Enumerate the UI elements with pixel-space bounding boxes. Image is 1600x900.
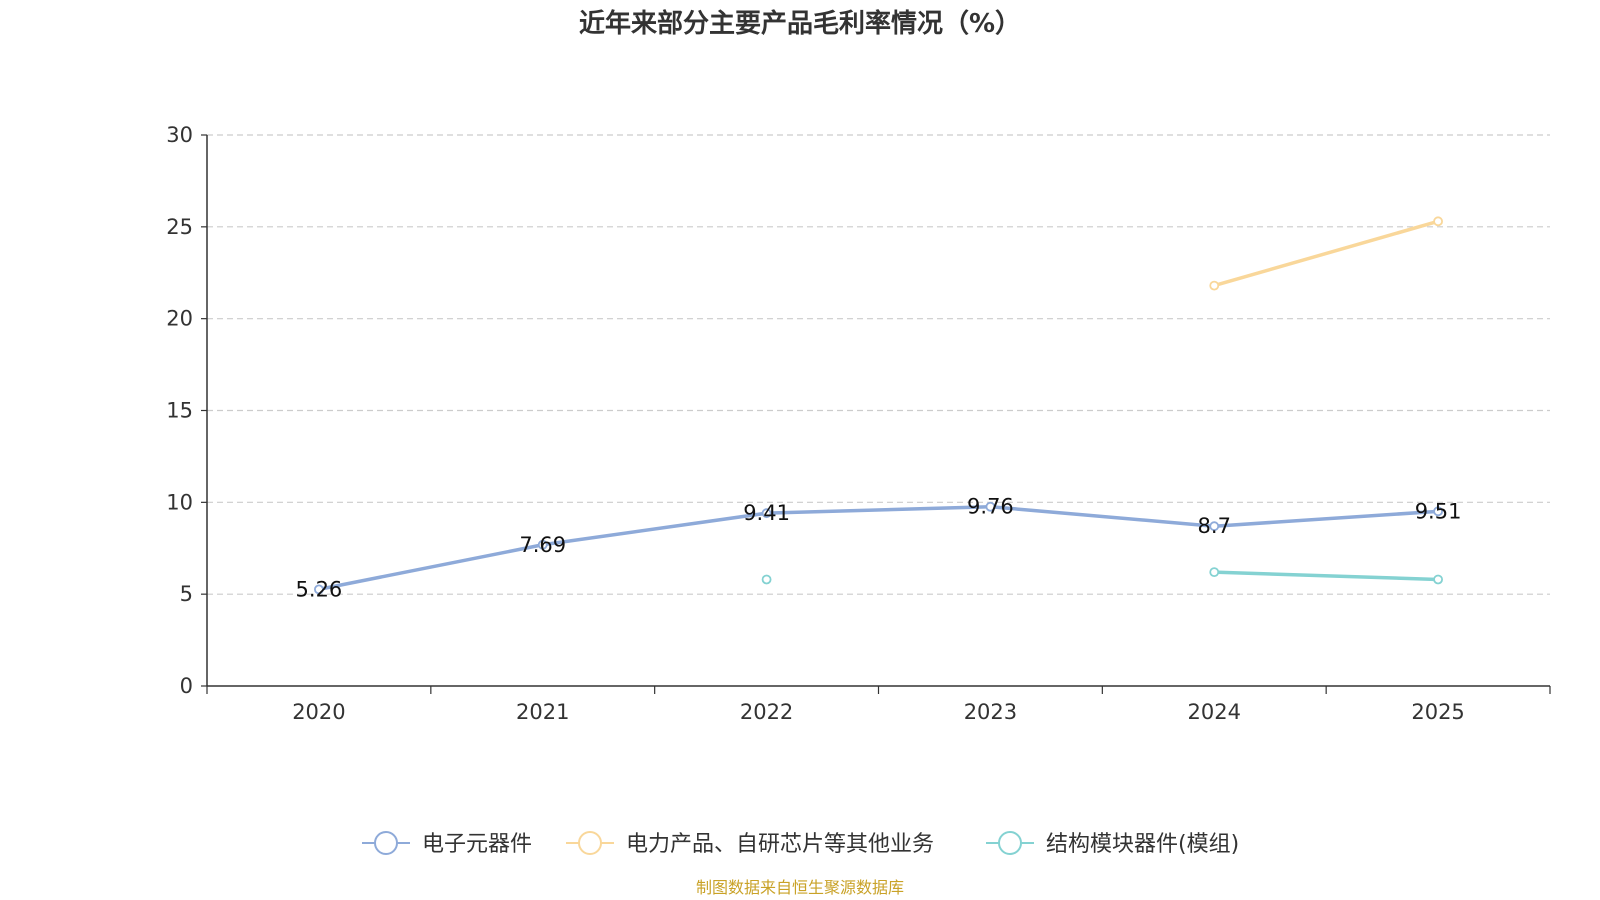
- y-tick-label: 25: [166, 215, 193, 239]
- legend-marker: [578, 831, 602, 855]
- data-label: 9.41: [743, 501, 790, 525]
- legend-label: 结构模块器件(模组): [1046, 832, 1239, 857]
- y-tick-label: 30: [166, 123, 193, 147]
- data-label: 9.76: [967, 495, 1014, 519]
- y-tick-label: 5: [180, 582, 193, 606]
- legend-label: 电子元器件: [422, 832, 532, 857]
- data-point: [1209, 567, 1220, 578]
- grid: [207, 134, 1550, 595]
- y-tick-label: 15: [166, 399, 193, 423]
- x-tick-label: 2021: [516, 700, 569, 724]
- data-label: 5.26: [296, 577, 343, 601]
- legend-marker: [374, 831, 398, 855]
- x-tick-label: 2024: [1188, 700, 1241, 724]
- series-line-1: [1212, 219, 1440, 288]
- data-point: [761, 574, 772, 585]
- data-point: [761, 508, 772, 519]
- x-tick-label: 2023: [964, 700, 1017, 724]
- series-lines: [314, 216, 1443, 595]
- legend-item: 电子元器件: [362, 831, 532, 857]
- data-point: [1433, 506, 1443, 517]
- series-line-0: [317, 504, 1440, 592]
- data-labels: 5.26 7.69 9.41 9.76 8.7 9.51: [296, 495, 1462, 602]
- legend-item: 电力产品、自研芯片等其他业务: [566, 831, 934, 857]
- series-line-2: [1212, 570, 1440, 582]
- data-label: 7.69: [519, 533, 566, 557]
- data-point: [985, 501, 996, 512]
- legend: 电子元器件 电力产品、自研芯片等其他业务 结构模块器件(模组): [362, 831, 1239, 857]
- x-tick-label: 2022: [740, 700, 793, 724]
- data-point: [1433, 574, 1443, 585]
- y-tick-label: 10: [166, 490, 193, 514]
- data-label: 9.51: [1415, 499, 1462, 523]
- source-note: 制图数据来自恒生聚源数据库: [696, 878, 904, 897]
- x-tick-label: 2020: [292, 700, 345, 724]
- data-label: 8.7: [1198, 514, 1231, 538]
- y-tick-label: 0: [180, 674, 193, 698]
- legend-label: 电力产品、自研芯片等其他业务: [626, 832, 934, 857]
- legend-item: 结构模块器件(模组): [986, 831, 1239, 857]
- data-point: [1209, 280, 1220, 291]
- legend-marker: [998, 831, 1022, 855]
- data-point: [1209, 521, 1220, 532]
- chart-title: 近年来部分主要产品毛利率情况（%）: [579, 8, 1021, 39]
- data-point: [314, 584, 324, 595]
- data-point: [1433, 216, 1443, 227]
- data-point: [537, 539, 548, 550]
- y-tick-label: 20: [166, 307, 193, 331]
- x-tick-label: 2025: [1411, 700, 1464, 724]
